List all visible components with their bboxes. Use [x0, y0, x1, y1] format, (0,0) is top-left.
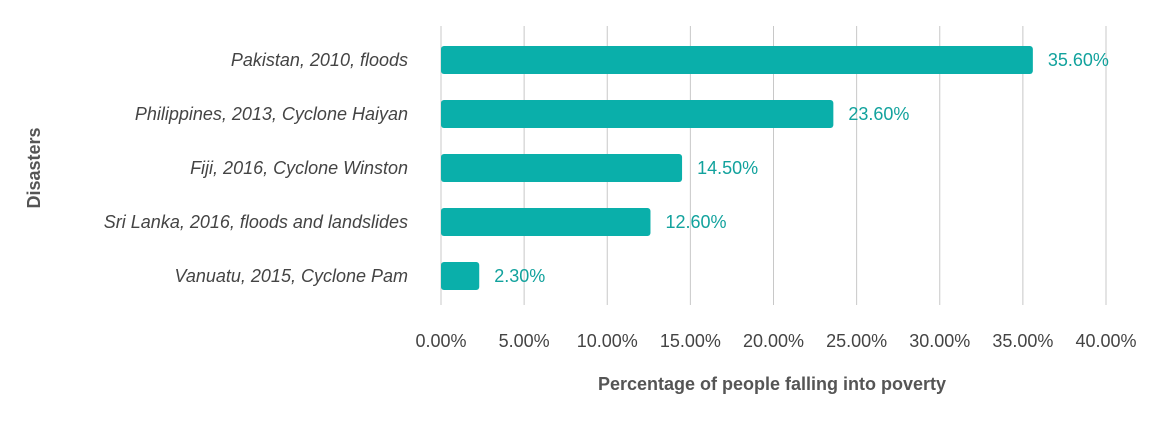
x-tick-label: 30.00% — [909, 331, 970, 351]
x-axis-title: Percentage of people falling into povert… — [598, 374, 946, 394]
x-tick-label: 5.00% — [499, 331, 550, 351]
value-labels: 35.60% 23.60% 14.50% 12.60% 2.30% — [494, 50, 1109, 286]
value-label: 2.30% — [494, 266, 545, 286]
x-tick-label: 10.00% — [577, 331, 638, 351]
category-label: Philippines, 2013, Cyclone Haiyan — [135, 104, 408, 124]
value-label: 23.60% — [848, 104, 909, 124]
x-tick-label: 35.00% — [992, 331, 1053, 351]
x-tick-label: 40.00% — [1075, 331, 1136, 351]
category-label: Pakistan, 2010, floods — [231, 50, 408, 70]
x-tick-label: 25.00% — [826, 331, 887, 351]
bar — [441, 100, 834, 128]
x-tick-label: 15.00% — [660, 331, 721, 351]
bar — [441, 46, 1033, 74]
x-tick-label: 20.00% — [743, 331, 804, 351]
x-tick-label: 0.00% — [415, 331, 466, 351]
value-label: 12.60% — [665, 212, 726, 232]
bars — [441, 46, 1033, 290]
category-label: Sri Lanka, 2016, floods and landslides — [104, 212, 408, 232]
value-label: 35.60% — [1048, 50, 1109, 70]
bar — [441, 262, 480, 290]
y-axis-title: Disasters — [24, 127, 44, 208]
category-labels: Pakistan, 2010, floods Philippines, 2013,… — [104, 50, 408, 286]
x-tick-labels: 0.00% 5.00% 10.00% 15.00% 20.00% 25.00% 30.00%… — [415, 331, 1136, 351]
category-label: Vanuatu, 2015, Cyclone Pam — [175, 266, 408, 286]
bar — [441, 208, 651, 236]
category-label: Fiji, 2016, Cyclone Winston — [190, 158, 408, 178]
value-label: 14.50% — [697, 158, 758, 178]
bar — [441, 154, 683, 182]
